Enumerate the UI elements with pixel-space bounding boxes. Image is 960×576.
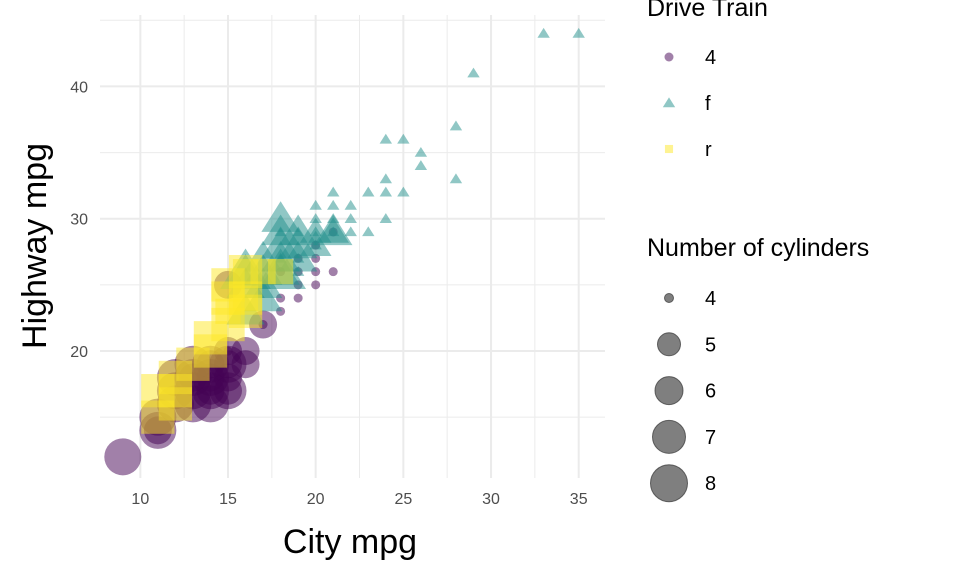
data-point-4	[293, 293, 303, 303]
data-point-4	[214, 376, 243, 405]
data-point-f	[344, 199, 357, 210]
legend-label: 5	[705, 334, 716, 356]
data-point-f	[261, 201, 300, 232]
data-point-f	[344, 213, 357, 223]
y-tick-label: 40	[70, 79, 88, 96]
data-point-4	[311, 280, 321, 290]
legend-label: 4	[705, 47, 716, 69]
legend-size-circle-icon	[652, 419, 686, 454]
data-point-f	[449, 173, 463, 184]
y-axis-title: Highway mpg	[16, 143, 54, 349]
legend-key-triangle-icon	[662, 97, 676, 108]
data-point-f	[449, 120, 463, 131]
data-point-f	[414, 160, 428, 171]
data-point-r	[232, 259, 259, 285]
data-point-f	[327, 186, 340, 197]
data-point-f	[327, 199, 340, 210]
data-point-f	[414, 146, 428, 157]
data-points	[104, 27, 585, 476]
x-tick-label: 35	[570, 491, 588, 508]
legend-key-square-icon	[664, 144, 674, 154]
data-point-f	[572, 27, 585, 38]
data-point-r	[193, 321, 228, 355]
legend-label: 7	[705, 427, 716, 449]
legend-label: 8	[705, 473, 716, 495]
x-tick-label: 30	[482, 491, 500, 508]
y-tick-label: 20	[70, 344, 88, 361]
x-tick-label: 20	[307, 491, 325, 508]
legend-size-circle-icon	[650, 464, 688, 503]
data-point-4	[328, 267, 338, 277]
x-axis-title: City mpg	[283, 523, 417, 561]
data-point-f	[537, 27, 550, 38]
x-tick-label: 25	[394, 491, 412, 508]
y-axis-ticks: 20 30 40	[70, 79, 88, 361]
data-point-f	[379, 186, 393, 197]
data-point-f	[362, 186, 375, 197]
data-point-f	[397, 133, 410, 144]
drive-train-legend: Drive Train 4 f r	[647, 0, 768, 161]
legend-title-drive-train: Drive Train	[647, 0, 768, 22]
data-point-r	[268, 259, 294, 285]
data-point-4	[231, 350, 260, 379]
x-tick-label: 10	[131, 491, 149, 508]
data-point-f	[309, 199, 322, 210]
x-tick-label: 15	[219, 491, 237, 508]
legend-label: 6	[705, 381, 716, 403]
y-tick-label: 30	[70, 212, 88, 229]
legend-key-circle-icon	[664, 52, 674, 62]
legend-label: f	[705, 93, 711, 115]
data-point-r	[232, 285, 259, 311]
data-point-f	[397, 186, 410, 197]
legend-size-circle-icon	[664, 293, 674, 303]
legend-size-circle-icon	[657, 332, 681, 357]
data-point-f	[467, 67, 480, 78]
legend-label: r	[705, 139, 712, 161]
cylinders-legend: Number of cylinders 4 5 6 7 8	[647, 234, 869, 503]
data-point-4	[104, 438, 142, 476]
data-point-f	[379, 213, 393, 223]
data-point-f	[313, 214, 353, 246]
data-point-f	[362, 226, 375, 237]
legend-label: 4	[705, 288, 716, 310]
data-point-f	[379, 173, 393, 184]
legend-size-circle-icon	[654, 376, 684, 406]
legend-title-cylinders: Number of cylinders	[647, 234, 869, 262]
x-axis-ticks: 10 15 20 25 30 35	[131, 491, 587, 508]
data-point-f	[344, 226, 357, 237]
data-point-f	[379, 133, 393, 144]
